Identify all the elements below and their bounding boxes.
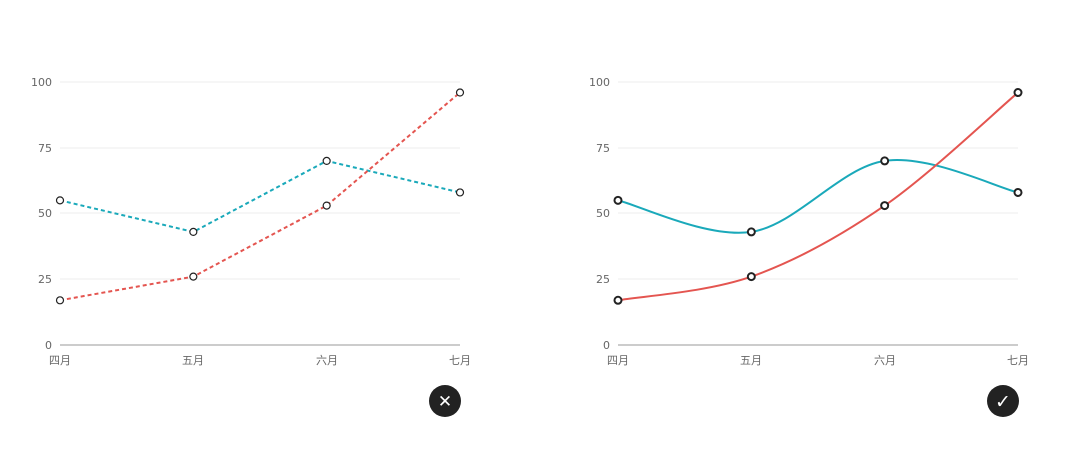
x-tick-labels: 四月 五月 六月 七月	[49, 354, 471, 367]
left-line-chart: 0 25 50 75 100 四月 五月 六月 七月 ✕	[31, 76, 471, 417]
x-tick-label: 六月	[874, 354, 896, 367]
y-tick-label: 75	[38, 142, 52, 155]
series-line-teal	[59, 159, 461, 233]
data-point	[746, 227, 756, 237]
data-point	[55, 196, 65, 205]
x-tick-label: 七月	[1007, 354, 1029, 367]
data-points	[55, 88, 465, 305]
badge-circle	[987, 385, 1019, 417]
series-line-red	[59, 91, 461, 302]
y-tick-label: 75	[596, 142, 610, 155]
data-point	[455, 88, 465, 97]
data-point	[322, 156, 331, 165]
x-tick-label: 四月	[607, 354, 629, 367]
data-point	[746, 272, 756, 282]
x-tick-label: 六月	[316, 354, 338, 367]
data-point	[613, 195, 623, 205]
y-tick-labels: 0 25 50 75 100	[31, 76, 52, 352]
x-tick-labels: 四月 五月 六月 七月	[607, 354, 1029, 367]
x-tick-label: 五月	[740, 354, 762, 367]
badge-circle	[429, 385, 461, 417]
y-gridlines	[618, 81, 1018, 280]
y-tick-label: 0	[603, 339, 610, 352]
data-point	[322, 201, 331, 210]
check-icon: ✓	[995, 391, 1011, 413]
data-point	[613, 295, 623, 305]
data-point	[189, 227, 198, 237]
badge: ✓	[987, 385, 1019, 417]
y-tick-label: 100	[589, 76, 610, 89]
x-tick-label: 七月	[449, 354, 471, 367]
data-point	[189, 272, 198, 281]
right-line-chart: 0 25 50 75 100 四月 五月 六月 七月 ✓	[589, 76, 1029, 417]
y-tick-labels: 0 25 50 75 100	[589, 76, 610, 352]
data-point	[1013, 88, 1023, 98]
data-point	[1013, 187, 1023, 197]
y-tick-label: 25	[38, 273, 52, 286]
series-lines	[59, 91, 461, 302]
series-lines	[617, 91, 1019, 302]
y-tick-label: 0	[45, 339, 52, 352]
data-point	[455, 188, 465, 197]
series-line-red	[617, 91, 1019, 302]
badge: ✕	[429, 385, 461, 417]
x-tick-label: 四月	[49, 354, 71, 367]
close-icon: ✕	[438, 392, 452, 412]
data-point	[880, 201, 890, 211]
y-tick-label: 25	[596, 273, 610, 286]
y-tick-label: 100	[31, 76, 52, 89]
series-line-teal	[617, 159, 1019, 234]
data-point	[55, 296, 65, 305]
data-point	[880, 156, 890, 166]
x-tick-label: 五月	[182, 354, 204, 367]
y-tick-label: 50	[596, 207, 610, 220]
y-gridlines	[60, 81, 460, 280]
y-tick-label: 50	[38, 207, 52, 220]
data-points	[613, 88, 1023, 305]
